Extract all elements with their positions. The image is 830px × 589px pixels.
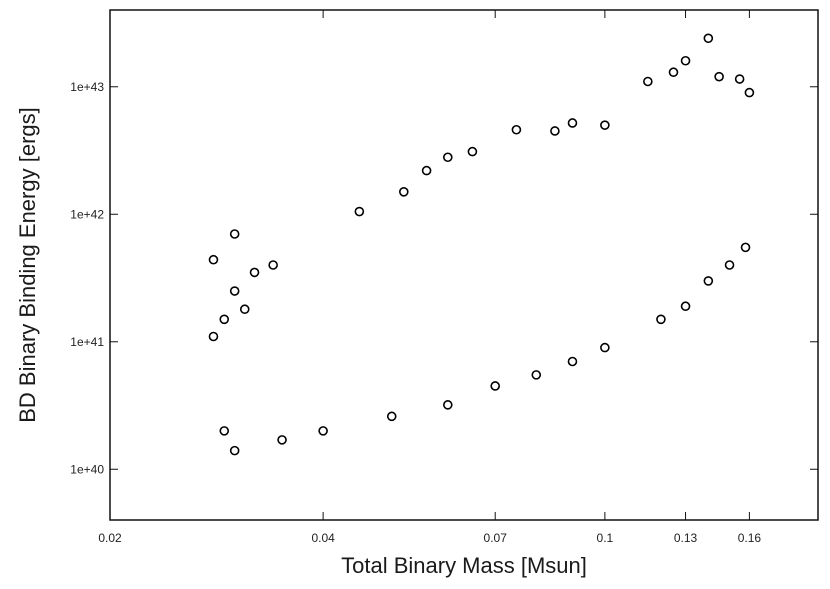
scatter-point [567,356,578,367]
scatter-point [421,165,432,176]
scatter-point [467,146,478,157]
scatter-point [703,33,714,44]
x-tick-label: 0.02 [98,531,122,545]
scatter-point [744,87,755,98]
scatter-point [268,260,278,270]
scatter-point [229,445,240,456]
scatter-point [354,206,365,217]
x-tick-label: 0.13 [674,531,698,545]
scatter-point [442,400,453,410]
scatter-point [249,267,260,278]
scatter-point [643,76,653,87]
scatter-point [680,301,691,312]
scatter-point [600,120,610,130]
scatter-point [567,118,578,128]
scatter-point [208,254,219,265]
x-tick-label: 0.04 [311,531,335,545]
scatter-point [600,342,610,353]
scatter-point [703,276,714,286]
scatter-point [318,426,328,436]
plot-frame [109,9,819,521]
scatter-point [714,71,724,82]
scatter-point [239,304,250,315]
scatter-point [386,411,397,422]
scatter-point [229,229,240,239]
y-tick-label: 1e+43 [70,80,104,94]
x-axis-ticks: 0.02 0.04 0.07 0.1 0.13 0.16 [98,10,761,545]
x-tick-label: 0.07 [484,531,508,545]
data-points [208,33,755,456]
x-axis-title: Total Binary Mass [Msun] [341,553,587,578]
scatter-point [511,124,522,135]
y-axis-title: BD Binary Binding Energy [ergs] [15,107,40,423]
y-axis-ticks: 1e+40 1e+41 1e+42 1e+43 [70,80,818,476]
scatter-point [219,314,230,325]
scatter-point [208,331,219,342]
scatter-point [680,55,691,66]
scatter-point [490,381,501,391]
scatter-point [442,152,453,163]
scatter-point [734,74,745,84]
scatter-point [740,242,751,253]
y-tick-label: 1e+41 [70,335,104,349]
y-tick-label: 1e+40 [70,462,104,476]
x-tick-label: 0.16 [738,531,762,545]
scatter-point [550,126,560,136]
scatter-point [398,187,409,197]
scatter-point [656,314,666,325]
scatter-point [668,67,679,78]
y-tick-label: 1e+42 [70,207,104,221]
scatter-point [229,286,240,296]
scatter-point [219,426,230,436]
scatter-point [277,435,287,445]
scatter-point [531,370,542,380]
x-tick-label: 0.1 [597,531,614,545]
scatter-point [724,260,735,270]
